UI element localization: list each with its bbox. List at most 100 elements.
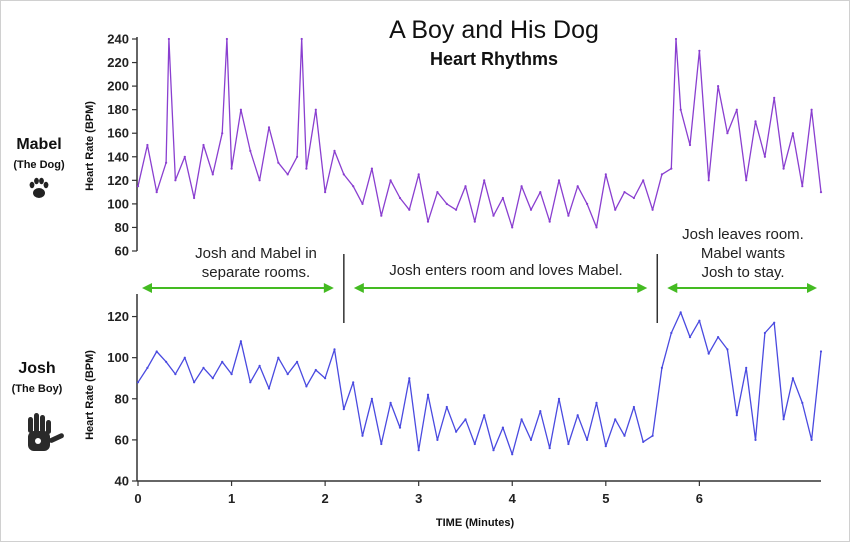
boy-data-point	[614, 418, 617, 421]
boy-role-label: (The Boy)	[12, 383, 63, 395]
boy-data-point	[202, 366, 205, 369]
dog-data-point	[595, 226, 598, 229]
dog-data-point	[819, 191, 823, 194]
dog-data-point	[305, 167, 308, 170]
dog-data-point	[623, 191, 626, 194]
boy-data-point	[707, 352, 710, 355]
dog-y-tick-label: 180	[107, 102, 129, 117]
boy-heart-rate-panel: 40 60 80 100 120 Heart Rate (BPM) 0 1 2 3 4 5 6 TIME …	[84, 294, 823, 529]
annotation-text: Josh enters room and loves Mabel.	[389, 262, 622, 279]
boy-data-point	[642, 440, 645, 443]
dog-data-point	[426, 220, 430, 223]
boy-data-point	[296, 360, 299, 363]
boy-data-point	[586, 438, 589, 441]
dog-data-point	[267, 126, 271, 129]
dog-data-point	[398, 196, 402, 200]
dog-data-point	[286, 173, 289, 176]
boy-data-point	[352, 381, 355, 384]
boy-data-point	[801, 401, 804, 404]
dog-data-point	[136, 185, 140, 188]
dog-data-point	[408, 208, 411, 211]
dog-y-tick-label: 220	[107, 55, 129, 70]
dog-data-point	[300, 37, 303, 41]
boy-data-point	[342, 408, 345, 411]
dog-y-axis-label: Heart Rate (BPM)	[84, 101, 96, 191]
annotation-text: separate rooms.	[202, 264, 310, 281]
boy-data-point	[492, 449, 495, 452]
boy-data-point	[380, 442, 383, 446]
dog-data-point	[511, 226, 514, 229]
dog-data-point	[674, 37, 678, 41]
chart-title: A Boy and His Dog	[389, 16, 599, 44]
boy-heart-rate-line	[137, 311, 822, 455]
dog-data-point	[726, 132, 729, 135]
annotation-text: Josh leaves room.	[682, 226, 804, 243]
dog-data-point	[688, 143, 692, 147]
boy-data-point	[604, 445, 607, 448]
dog-data-point	[614, 208, 617, 211]
boy-data-point	[473, 442, 476, 446]
dog-data-point	[202, 143, 205, 147]
dog-data-point	[445, 202, 448, 205]
dog-data-point	[567, 214, 570, 217]
boy-y-tick-label: 40	[115, 474, 129, 489]
boy-data-point	[445, 405, 448, 409]
boy-data-point	[333, 348, 336, 351]
dog-data-point	[782, 167, 785, 170]
dog-data-point	[455, 208, 458, 211]
annotation-layer: Josh and Mabel in separate rooms. Josh ent…	[142, 226, 817, 323]
dog-data-point	[660, 173, 664, 176]
dog-data-point	[464, 185, 467, 188]
x-axis-label: TIME (Minutes)	[436, 517, 515, 529]
dog-data-point	[417, 173, 420, 176]
boy-data-point	[819, 350, 823, 353]
dog-data-point	[221, 132, 224, 135]
annotation-text: Mabel wants	[701, 245, 785, 262]
dog-data-point	[333, 149, 336, 152]
boy-data-point	[314, 368, 317, 372]
dog-data-point	[155, 191, 158, 194]
boy-name-label: Josh	[18, 360, 55, 377]
boy-data-point	[426, 393, 430, 396]
hand-print-icon	[28, 413, 64, 451]
dog-data-point	[735, 108, 738, 111]
boy-data-point	[370, 397, 373, 400]
boy-data-point	[529, 438, 533, 441]
x-tick-label: 6	[696, 491, 703, 506]
dog-data-point	[586, 202, 589, 205]
dog-data-point	[230, 167, 233, 170]
x-tick-label: 2	[322, 491, 329, 506]
dog-data-point	[361, 202, 364, 205]
boy-y-tick-label: 120	[107, 309, 129, 324]
boy-data-point	[183, 356, 186, 359]
annotation-arrow-head-right	[807, 283, 817, 293]
boy-data-point	[305, 385, 308, 388]
dog-data-point	[225, 37, 228, 41]
dog-data-point	[389, 179, 392, 182]
dog-data-point	[277, 161, 280, 164]
dog-data-point	[791, 132, 795, 135]
dog-data-point	[239, 108, 242, 111]
dog-data-point	[745, 179, 748, 182]
boy-data-point	[548, 447, 551, 450]
boy-data-point	[623, 434, 626, 437]
boy-data-point	[726, 348, 729, 351]
boy-data-point	[670, 331, 673, 335]
boy-data-point	[361, 434, 364, 437]
dog-data-point	[632, 196, 636, 200]
dog-y-tick-label: 60	[115, 244, 129, 259]
dog-data-point	[183, 155, 186, 158]
annotation-text: Josh and Mabel in	[195, 245, 317, 262]
dog-data-point	[698, 49, 701, 52]
dog-data-point	[167, 37, 170, 41]
annotation-text: Josh to stay.	[701, 264, 784, 281]
boy-data-point	[782, 418, 785, 421]
dog-data-point	[193, 196, 196, 200]
boy-data-point	[754, 438, 757, 441]
boy-data-point	[501, 426, 504, 429]
dog-data-point	[370, 167, 373, 170]
boy-data-point	[717, 336, 720, 339]
dog-y-tick-label: 240	[107, 32, 129, 47]
boy-data-point	[239, 340, 242, 343]
